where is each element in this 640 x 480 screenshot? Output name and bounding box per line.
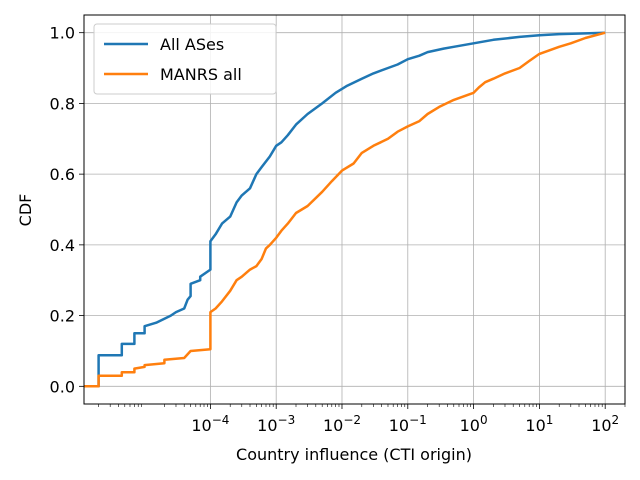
y-axis-ticks: 0.0 0.2 0.4 0.6 0.8 1.0 [50, 24, 84, 396]
x-tick-label-3: 10−1 [389, 413, 427, 435]
x-tick-label-4: 100 [460, 413, 488, 435]
legend-label-0: All ASes [160, 35, 224, 54]
y-tick-label-3: 0.6 [50, 165, 75, 184]
y-tick-label-1: 0.2 [50, 307, 75, 326]
x-axis-ticks: 10−4 10−3 10−2 10−1 100 101 102 [98, 404, 626, 435]
legend-label-1: MANRS all [160, 65, 242, 84]
x-tick-label-0: 10−4 [191, 413, 229, 435]
y-axis-label: CDF [16, 194, 35, 227]
x-axis-label: Country influence (CTI origin) [236, 445, 472, 464]
legend: All ASes MANRS all [93, 23, 277, 95]
x-tick-label-1: 10−3 [257, 413, 295, 435]
x-tick-label-6: 102 [591, 413, 619, 435]
plot-frame [83, 14, 626, 405]
y-tick-label-5: 1.0 [50, 24, 75, 43]
y-tick-label-4: 0.8 [50, 94, 75, 113]
series-line-manrs-all [84, 31, 606, 388]
x-tick-label-2: 10−2 [323, 413, 361, 435]
x-tick-label-5: 101 [525, 413, 553, 435]
y-tick-label-2: 0.4 [50, 236, 75, 255]
legend-frame [93, 23, 277, 95]
series-lines [84, 31, 606, 388]
y-tick-label-0: 0.0 [50, 377, 75, 396]
series-line-all-ases [84, 31, 606, 388]
